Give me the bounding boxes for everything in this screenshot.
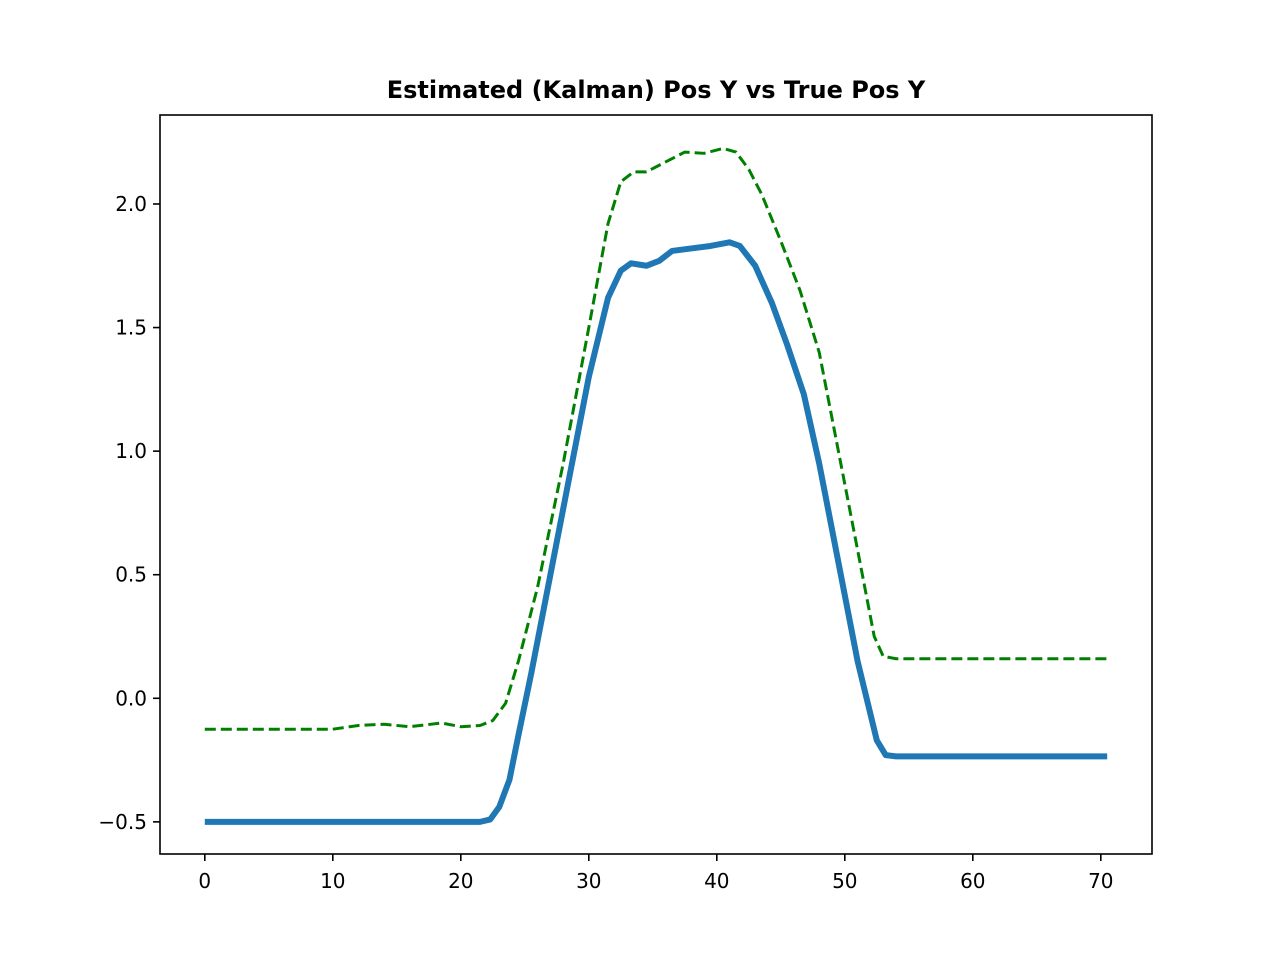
x-tick-label: 0 <box>198 869 211 893</box>
series-line-dashed <box>204 146 1108 731</box>
x-tick-label: 40 <box>704 869 729 893</box>
chart-title: Estimated (Kalman) Pos Y vs True Pos Y <box>387 76 926 104</box>
plot-frame <box>159 114 1153 855</box>
y-tick-label: 1.5 <box>115 316 147 340</box>
series-layer <box>204 146 1108 825</box>
x-tick-label: 50 <box>832 869 857 893</box>
y-tick-label: 2.0 <box>115 192 147 216</box>
y-tick-label: 1.0 <box>115 439 147 463</box>
x-tick-label: 10 <box>320 869 345 893</box>
x-tick-label: 30 <box>576 869 601 893</box>
series-line-solid <box>204 239 1108 825</box>
y-tick-label: −0.5 <box>98 810 147 834</box>
x-tick-label: 70 <box>1088 869 1113 893</box>
x-tick-label: 60 <box>960 869 985 893</box>
y-tick-label: 0.0 <box>115 686 147 710</box>
y-tick-label: 0.5 <box>115 563 147 587</box>
x-tick-label: 20 <box>448 869 473 893</box>
axes-layer: 0 10 20 30 40 50 60 70 −0.5 0.0 0.5 1.0 1.5 2.0 <box>98 114 1153 893</box>
